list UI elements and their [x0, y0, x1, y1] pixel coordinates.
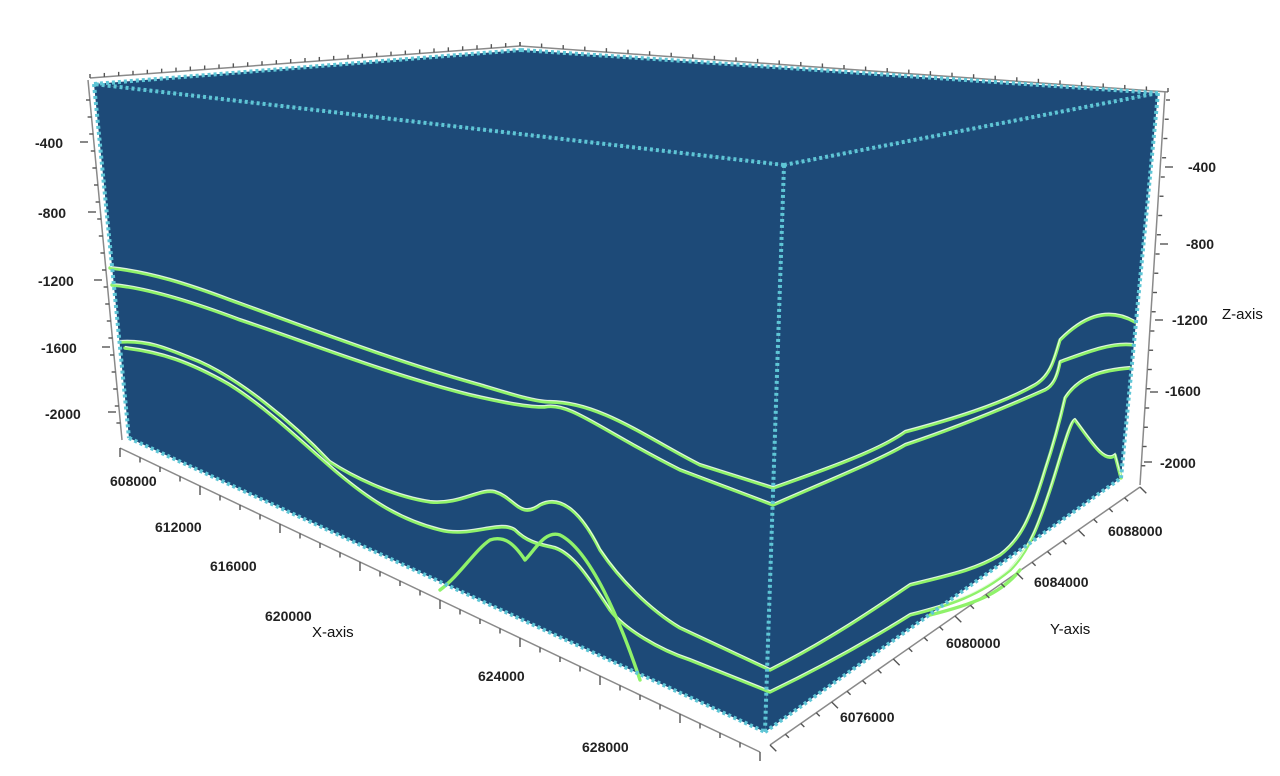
- y-tick: [800, 723, 805, 728]
- block-edge-6: [1119, 92, 1160, 479]
- y-tick-label: 6080000: [946, 635, 1001, 651]
- block-edges: [92, 48, 1160, 734]
- y-tick: [939, 626, 944, 631]
- y-tick: [769, 744, 777, 752]
- x-tick-label: 612000: [155, 519, 202, 535]
- x-axis-title: X-axis: [312, 624, 354, 641]
- y-tick: [1000, 583, 1006, 588]
- tick-marks: [80, 42, 1173, 761]
- z-right-tick-label: -400: [1188, 159, 1216, 175]
- block-edge-1: [93, 48, 522, 86]
- horizon-h1: [108, 266, 1137, 490]
- block-top-face: [94, 50, 1158, 165]
- y-tick: [846, 690, 852, 696]
- block-edge-2: [520, 48, 1159, 95]
- y-tick: [815, 712, 821, 717]
- block-edge-9: [92, 83, 131, 439]
- block-edge-8: [763, 476, 1123, 734]
- y-tick: [969, 604, 975, 610]
- horizon-h4-highlight: [124, 345, 1122, 692]
- block-edge-7: [128, 436, 766, 734]
- y-tick-label: 6076000: [840, 709, 895, 725]
- z-right-tick-label: -800: [1186, 236, 1214, 252]
- z-left-tick-label: -1600: [41, 340, 77, 356]
- y-axis-title: Y-axis: [1050, 621, 1090, 638]
- horizon-fragment-2: [928, 568, 1022, 617]
- horizons: [108, 265, 1137, 694]
- horizon-h2-highlight: [111, 282, 1134, 505]
- block-right-face: [765, 93, 1158, 732]
- y-tick: [892, 658, 901, 666]
- y-tick: [831, 701, 839, 709]
- y-tick: [954, 615, 962, 623]
- z-left-tick-label: -400: [35, 135, 63, 151]
- y-tick: [1062, 540, 1067, 545]
- x-tick-label: 624000: [478, 668, 525, 684]
- horizon-h2: [110, 283, 1135, 507]
- y-tick: [784, 733, 790, 739]
- block-edge-4: [93, 82, 785, 167]
- block: [94, 50, 1158, 732]
- z-right-tick-label: -1200: [1172, 312, 1208, 328]
- y-tick: [1124, 497, 1129, 502]
- y-tick: [1139, 486, 1147, 494]
- y-tick: [985, 594, 990, 599]
- y-tick: [1016, 572, 1024, 580]
- horizon-fragment-1: [438, 532, 642, 682]
- horizon-h1-highlight: [109, 265, 1136, 488]
- y-tick: [1031, 561, 1037, 567]
- tick-labels: 608000 612000 616000 620000 624000 628000 6076…: [35, 135, 1216, 755]
- y-tick: [877, 669, 882, 674]
- block-front-face: [94, 84, 784, 732]
- z-left-tick-label: -800: [38, 205, 66, 221]
- y-tick: [1047, 551, 1052, 556]
- block-edge-5: [763, 164, 786, 733]
- z-left-tick-label: -1200: [38, 273, 74, 289]
- z-right-tick-label: -1600: [1165, 383, 1201, 399]
- z-left-tick-label: -2000: [45, 406, 81, 422]
- y-tick-label: 6088000: [1108, 523, 1163, 539]
- y-tick: [923, 637, 929, 642]
- y-tick: [908, 647, 913, 653]
- y-tick-label: 6084000: [1034, 574, 1089, 590]
- z-axis-title: Z-axis: [1222, 306, 1263, 323]
- y-tick: [1093, 518, 1098, 524]
- z-right-tick-label: -2000: [1160, 455, 1196, 471]
- x-tick-label: 628000: [582, 739, 629, 755]
- x-tick-label: 608000: [110, 473, 157, 489]
- horizon-h3-highlight: [119, 339, 1131, 670]
- y-tick: [1108, 508, 1114, 513]
- x-tick-label: 616000: [210, 558, 257, 574]
- y-tick: [1077, 529, 1086, 537]
- x-tick-label: 620000: [265, 608, 312, 624]
- y-tick: [862, 680, 867, 685]
